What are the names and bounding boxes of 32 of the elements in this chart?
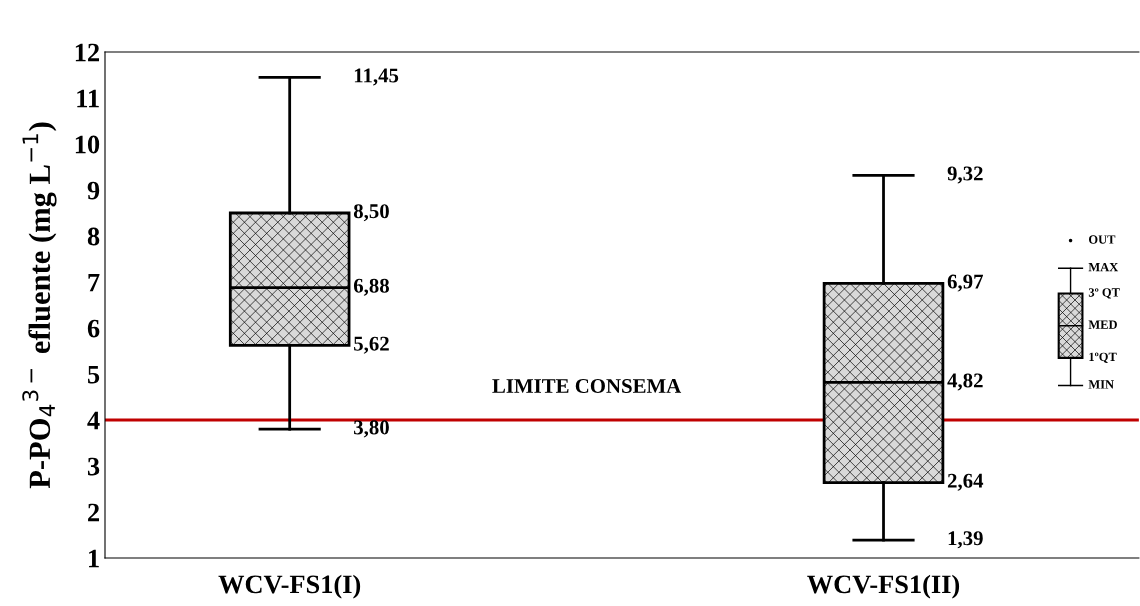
annotation: 11,45 bbox=[354, 68, 399, 86]
annotation: 8,50 bbox=[353, 204, 389, 222]
y-axis-title: P-PO$_{4}$$^{3−}$ efluente (mg L$^{−1}$) bbox=[22, 122, 57, 489]
y-tick-label: 4 bbox=[87, 411, 100, 430]
annotation: 1,39 bbox=[948, 531, 983, 549]
y-tick-label: 5 bbox=[88, 365, 100, 384]
ref-line-label: LIMITE CONSEMA bbox=[492, 379, 682, 394]
annotation: 5,62 bbox=[354, 336, 389, 354]
annotation: OUT bbox=[1089, 235, 1116, 244]
y-tick-label: 10 bbox=[75, 135, 100, 154]
annotation: 2,64 bbox=[947, 473, 984, 491]
y-tick-label: 2 bbox=[88, 503, 100, 522]
annotation: 1ºQT bbox=[1089, 352, 1117, 363]
annotation: 9,32 bbox=[947, 166, 983, 184]
annotation: 6,88 bbox=[353, 278, 389, 296]
y-tick-label: 9 bbox=[87, 181, 100, 200]
y-tick-label: 8 bbox=[87, 227, 100, 246]
y-tick-label: 6 bbox=[87, 319, 100, 338]
annotation: 3,80 bbox=[354, 420, 389, 438]
y-tick-label: 11 bbox=[77, 89, 99, 108]
y-tick-label: 1 bbox=[89, 549, 99, 568]
annotation: 6,97 bbox=[947, 274, 984, 292]
y-tick-label: 7 bbox=[88, 273, 100, 292]
y-tick-label: 3 bbox=[87, 457, 100, 476]
annotation: 4,82 bbox=[947, 373, 983, 391]
y-tick-label: 12 bbox=[75, 43, 100, 62]
annotation: MAX bbox=[1088, 262, 1119, 272]
annotation: 3º QT bbox=[1088, 288, 1120, 299]
annotation: MIN bbox=[1088, 380, 1114, 389]
x-tick-label: WCV-FS1(I) bbox=[218, 574, 361, 599]
annotation: MED bbox=[1088, 320, 1117, 329]
x-tick-label: WCV-FS1(II) bbox=[807, 574, 960, 599]
